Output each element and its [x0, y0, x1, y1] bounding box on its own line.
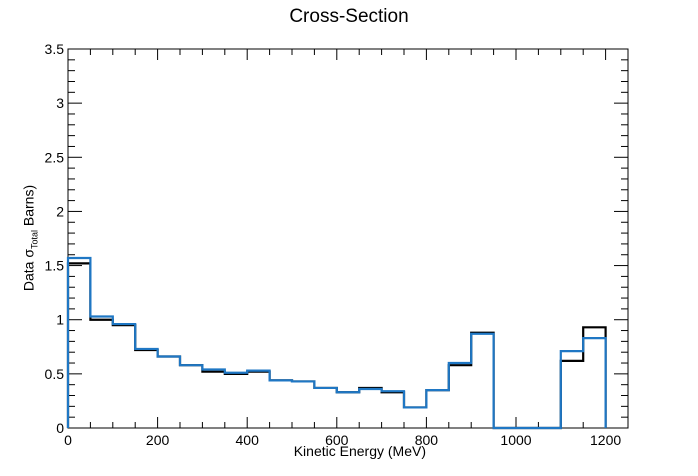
y-axis-label-prefix: Data — [20, 257, 37, 292]
y-tick-label: 2.5 — [45, 149, 65, 165]
histogram-series-1 — [66, 262, 607, 430]
x-tick-label: 600 — [325, 432, 349, 448]
x-tick-label: 0 — [64, 432, 72, 448]
y-axis-label: Data σTotal Barns) — [21, 185, 40, 291]
y-tick-label: 3.5 — [45, 41, 65, 57]
histogram-series-2 — [66, 256, 607, 430]
y-tick-label: 3 — [56, 95, 64, 111]
x-tick-label: 800 — [415, 432, 439, 448]
y-tick-label: 0 — [56, 420, 64, 436]
y-tick-label: 0.5 — [45, 366, 65, 382]
y-axis-label-subscript: Total — [29, 230, 40, 250]
y-tick-label: 1.5 — [45, 258, 65, 274]
x-tick-label: 200 — [146, 432, 170, 448]
x-axis-label: Kinetic Energy (MeV) — [293, 443, 426, 459]
y-tick-label: 2 — [56, 203, 64, 219]
x-tick-label: 1200 — [590, 432, 621, 448]
y-axis-label-symbol: σ — [20, 249, 37, 258]
y-axis-label-suffix: Barns) — [20, 184, 37, 230]
x-tick-label: 1000 — [500, 432, 531, 448]
plot-frame — [67, 48, 629, 429]
y-tick-label: 1 — [56, 312, 64, 328]
x-tick-label: 400 — [236, 432, 260, 448]
chart-title: Cross-Section — [289, 6, 409, 27]
